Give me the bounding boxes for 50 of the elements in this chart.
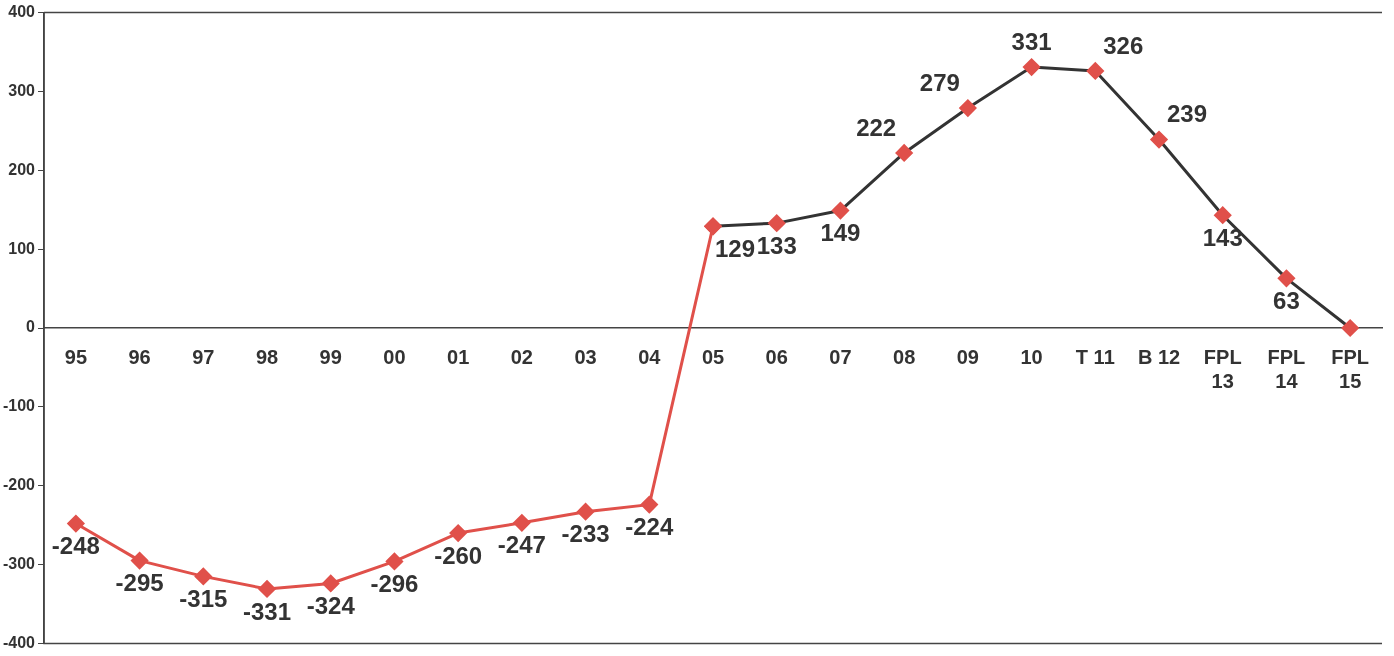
x-tick-label: 99: [319, 345, 342, 368]
x-tick-label: T 11: [1075, 345, 1115, 368]
x-tick-label: 04: [638, 345, 662, 368]
data-label: -233: [561, 520, 610, 548]
x-tick-label: 02: [510, 345, 533, 368]
x-tick-label: FPL 15: [1331, 345, 1370, 392]
x-tick-label: 97: [192, 345, 215, 368]
x-tick-label: 06: [765, 345, 788, 368]
x-tick-label: 96: [128, 345, 151, 368]
data-label: -224: [625, 513, 674, 541]
data-label: -260: [434, 541, 483, 569]
y-tick-label: 100: [8, 239, 36, 257]
data-label: -324: [306, 592, 356, 620]
data-label: 331: [1011, 27, 1052, 55]
y-tick-label: 0: [26, 318, 36, 336]
y-tick-label: 200: [8, 160, 36, 178]
x-tick-label: 00: [383, 345, 406, 368]
x-tick-label: 09: [956, 345, 979, 368]
data-label: -247: [497, 531, 546, 559]
data-label: -331: [243, 597, 292, 625]
y-tick-label: -100: [2, 397, 36, 415]
y-tick-label: -400: [2, 633, 36, 651]
data-label: 129: [714, 234, 756, 262]
y-tick-label: 300: [8, 81, 36, 99]
data-label: 279: [919, 68, 960, 96]
data-label: 239: [1166, 100, 1208, 128]
data-label: 222: [856, 113, 897, 141]
x-tick-label: 10: [1020, 345, 1043, 368]
y-tick-label: -200: [2, 476, 36, 494]
x-tick-label: FPL 14: [1267, 345, 1306, 392]
data-label: -295: [115, 569, 164, 597]
data-label: 63: [1273, 286, 1300, 314]
x-tick-label: FPL 13: [1203, 345, 1242, 392]
data-label: 143: [1202, 223, 1243, 251]
x-tick-label: 07: [829, 345, 852, 368]
data-label: 149: [820, 219, 861, 247]
x-tick-label: 03: [574, 345, 597, 368]
x-tick-label: 95: [64, 345, 88, 368]
x-tick-label: B 12: [1137, 345, 1181, 368]
x-tick-label: 01: [447, 345, 470, 368]
x-tick-label: 08: [893, 345, 916, 368]
y-tick-label: -300: [2, 554, 36, 572]
data-label: 133: [756, 231, 797, 259]
data-label: -315: [179, 585, 228, 612]
data-label: -296: [370, 570, 419, 598]
data-label: -248: [51, 532, 100, 560]
x-tick-label: 05: [701, 345, 725, 368]
y-tick-label: 400: [8, 3, 36, 21]
data-label: 326: [1103, 31, 1144, 59]
x-tick-label: 98: [255, 345, 279, 368]
